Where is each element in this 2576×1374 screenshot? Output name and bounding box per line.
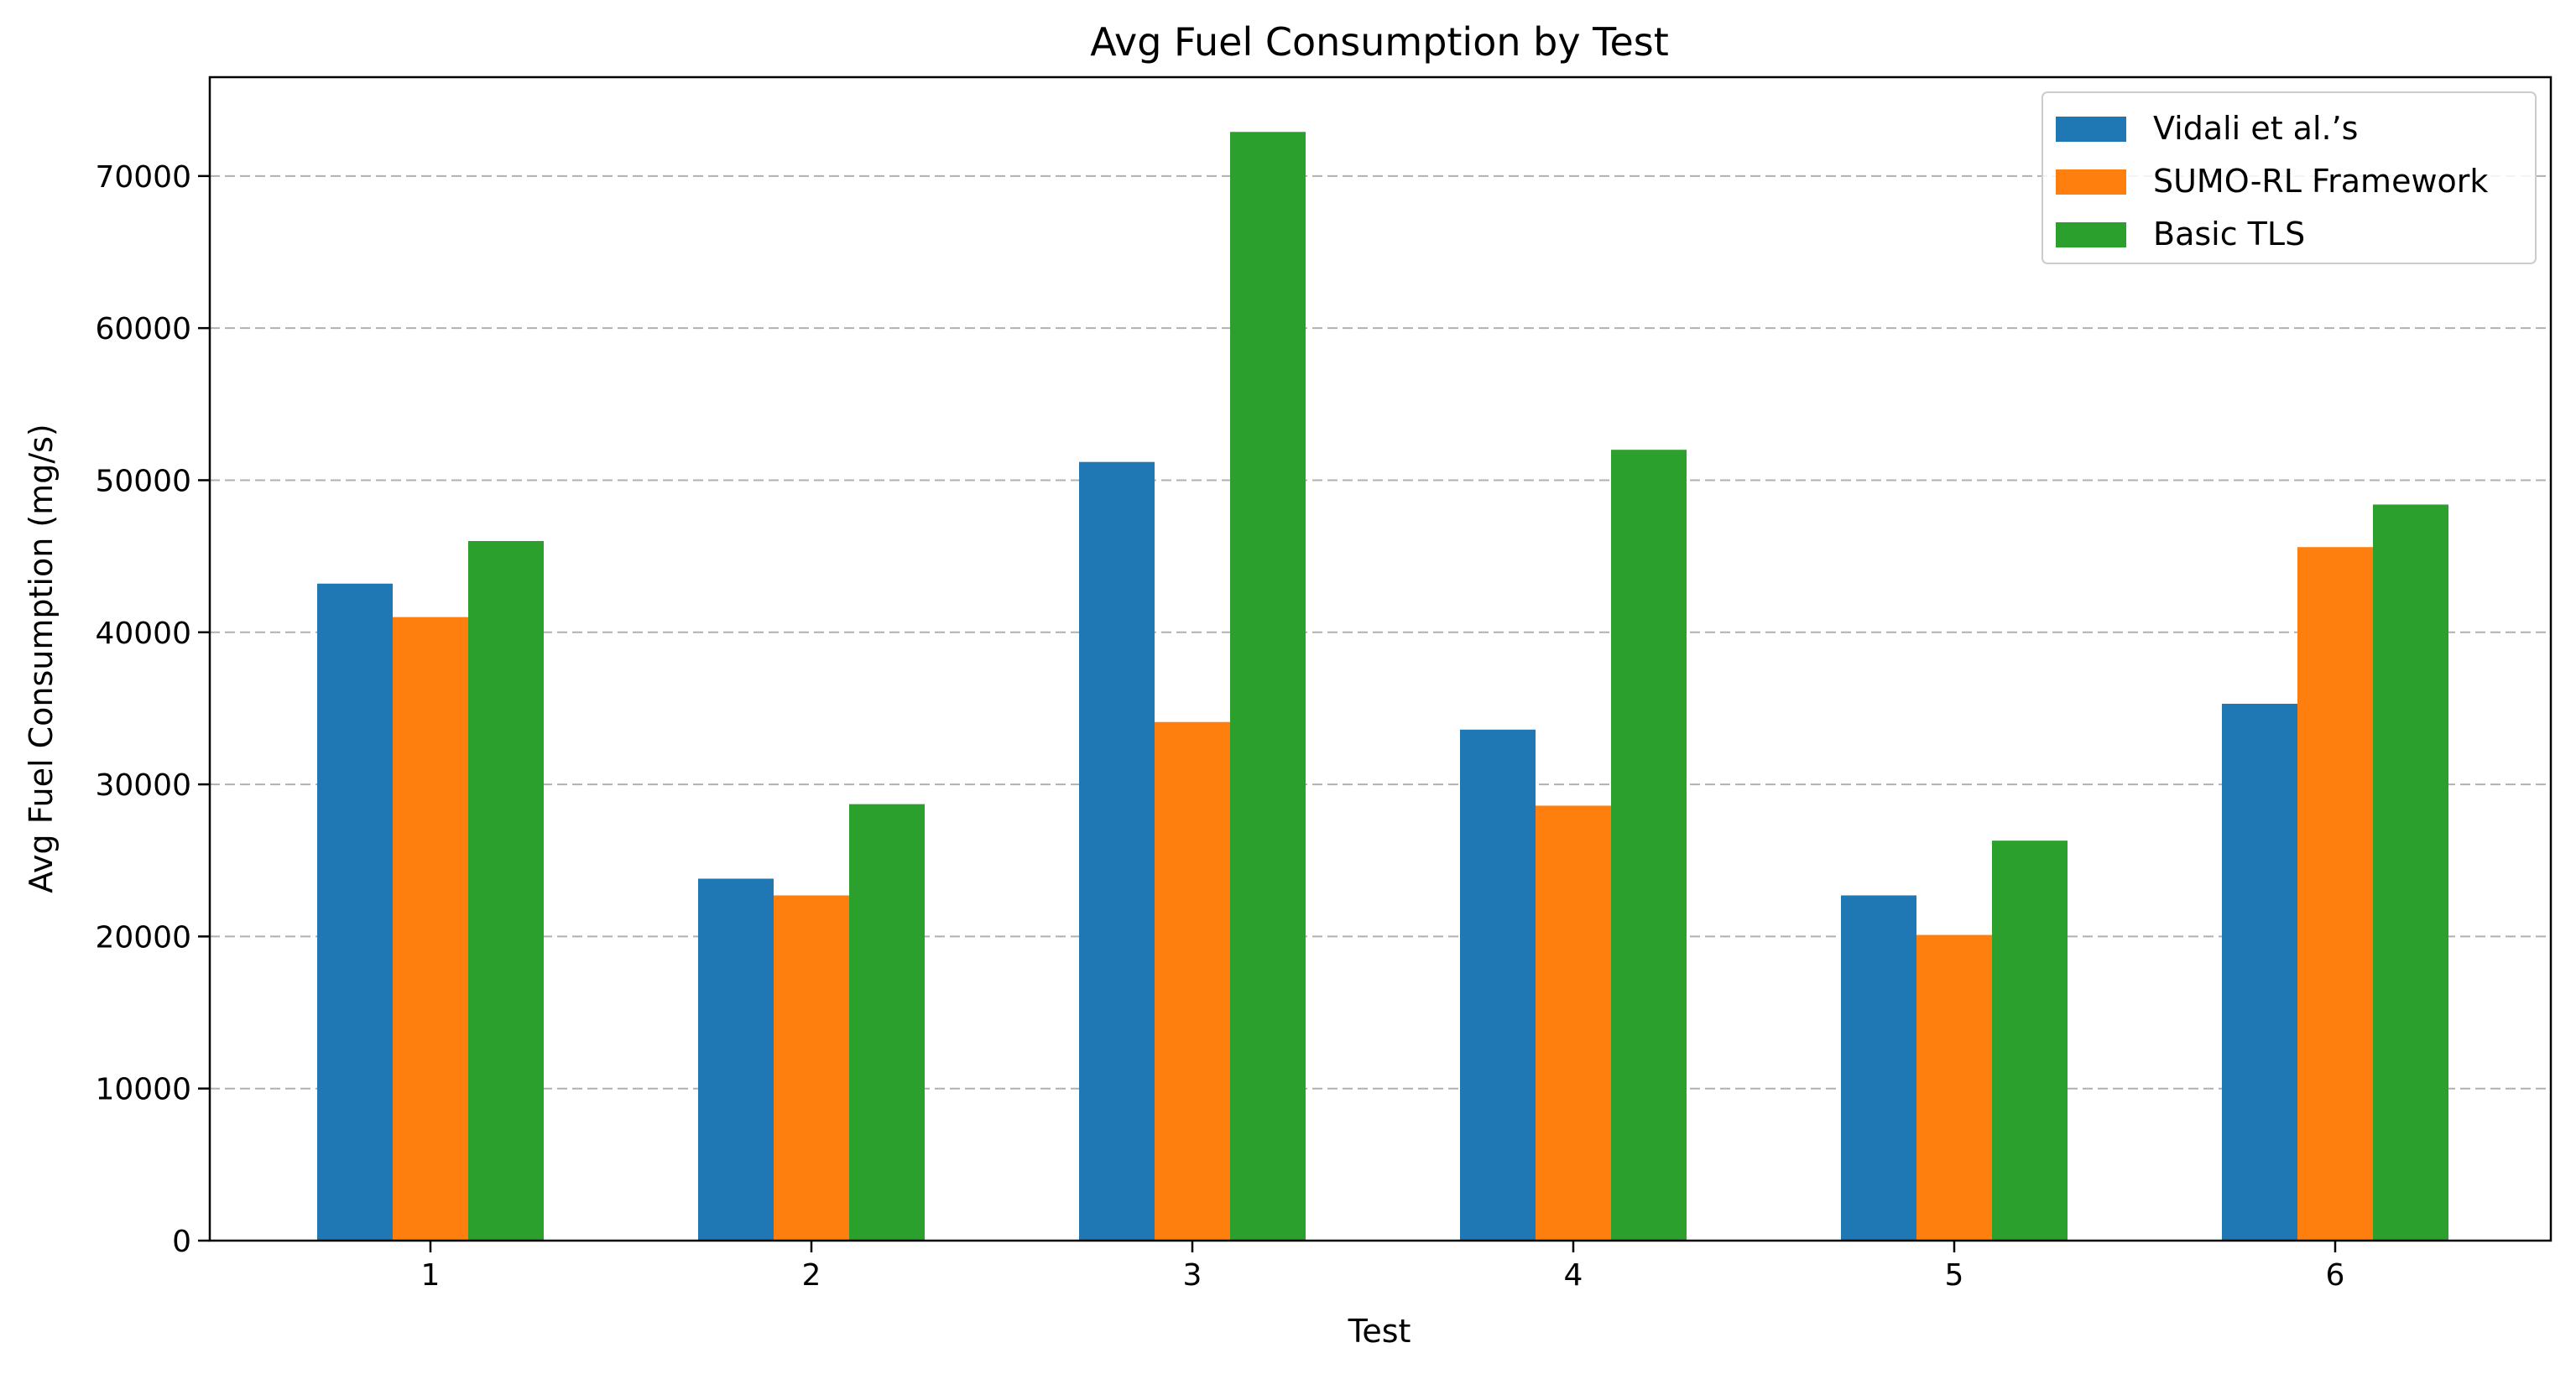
y-tick-label-7: 70000 xyxy=(95,160,191,195)
plot-frame xyxy=(208,75,2553,1242)
legend-label-3: Basic TLS xyxy=(2153,216,2305,252)
x-axis-label: Test xyxy=(1348,1313,1411,1350)
bar-3-2 xyxy=(849,804,925,1241)
y-tick-label-1: 10000 xyxy=(95,1073,191,1107)
bar-1-2 xyxy=(698,878,774,1241)
chart-title: Avg Fuel Consumption by Test xyxy=(1090,19,1669,65)
bar-2-2 xyxy=(774,895,849,1241)
x-tick-label-2: 2 xyxy=(802,1258,821,1293)
x-tick-label-3: 3 xyxy=(1183,1258,1202,1293)
y-axis-label: Avg Fuel Consumption (mg/s) xyxy=(23,424,60,893)
gridlines xyxy=(210,174,2551,1090)
legend: Vidali et al.’s SUMO-RL Framework Basic TL… xyxy=(2042,91,2537,264)
bar-2-3 xyxy=(1155,721,1230,1241)
bar-3-1 xyxy=(468,540,544,1241)
x-tick-label-5: 5 xyxy=(1945,1258,1964,1293)
bar-1-3 xyxy=(1079,461,1155,1241)
y-tick-label-3: 30000 xyxy=(95,768,191,803)
y-tick-label-6: 60000 xyxy=(95,312,191,346)
bar-2-6 xyxy=(2297,547,2373,1241)
bar-3-5 xyxy=(1992,841,2068,1241)
x-tick-label-4: 4 xyxy=(1564,1258,1583,1293)
y-tick-label-0: 0 xyxy=(172,1225,191,1259)
x-tick-label-1: 1 xyxy=(421,1258,441,1293)
legend-swatch-1 xyxy=(2056,117,2126,142)
bar-1-6 xyxy=(2222,703,2297,1241)
legend-swatch-2 xyxy=(2056,169,2126,195)
bar-1-5 xyxy=(1841,895,1916,1241)
bars xyxy=(317,132,2448,1241)
bar-3-6 xyxy=(2373,504,2448,1241)
bar-2-4 xyxy=(1536,805,1611,1241)
y-tick-label-2: 20000 xyxy=(95,920,191,955)
bar-1-4 xyxy=(1460,729,1536,1241)
bar-3-4 xyxy=(1611,450,1687,1241)
bar-2-1 xyxy=(393,617,468,1241)
bar-2-5 xyxy=(1916,934,1992,1241)
legend-box xyxy=(2042,91,2537,264)
legend-label-2: SUMO-RL Framework xyxy=(2153,163,2488,200)
legend-label-1: Vidali et al.’s xyxy=(2153,110,2358,147)
x-axis-ticks: 1 2 3 4 5 6 xyxy=(421,1241,2345,1293)
x-tick-label-6: 6 xyxy=(2326,1258,2345,1293)
y-axis-ticks: 0 10000 20000 30000 40000 50000 60000 70000 xyxy=(95,160,210,1259)
legend-swatch-3 xyxy=(2056,222,2126,247)
y-tick-label-5: 50000 xyxy=(95,464,191,498)
y-tick-label-4: 40000 xyxy=(95,617,191,651)
bar-1-1 xyxy=(317,583,393,1241)
bar-3-3 xyxy=(1230,132,1306,1241)
